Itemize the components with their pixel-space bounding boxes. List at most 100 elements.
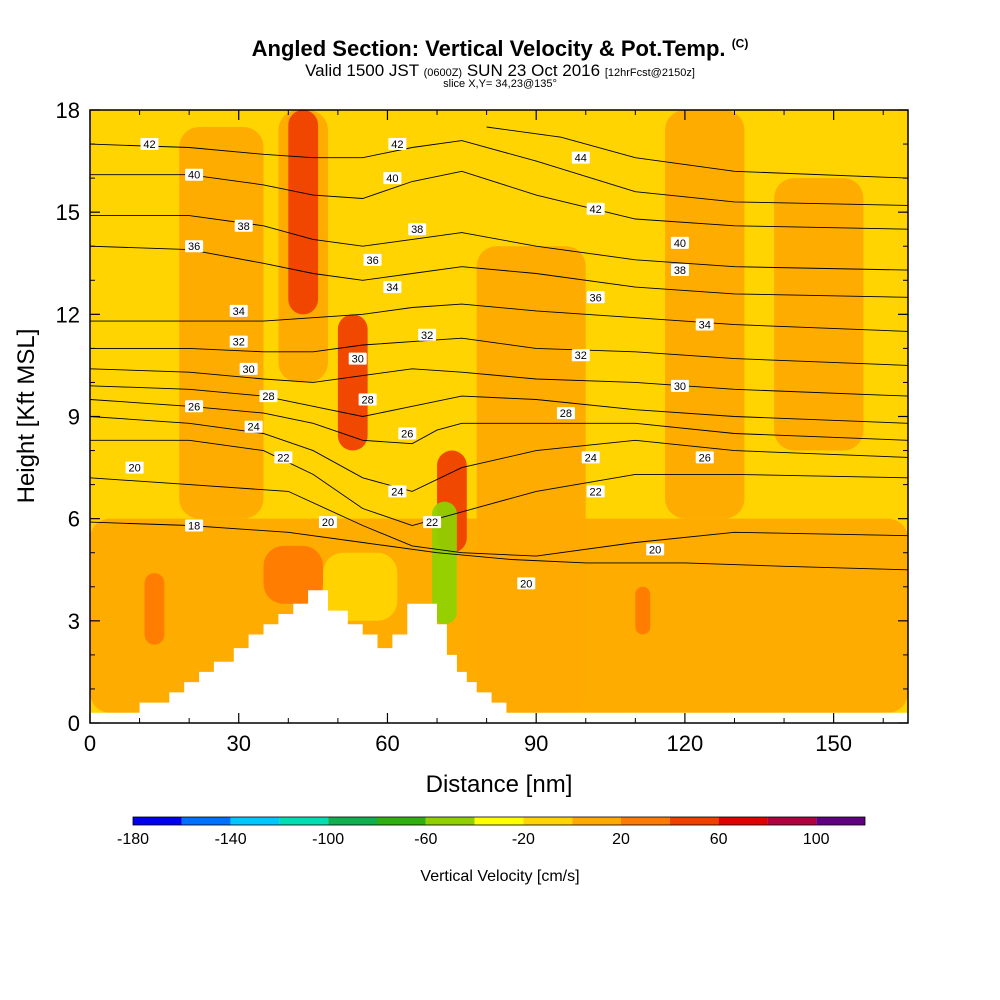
isentrope-label-text: 34 <box>233 306 245 318</box>
isentrope-label-bg <box>586 202 605 215</box>
isentrope-label-bg <box>185 519 204 532</box>
isentrope-label: 32 <box>418 328 437 342</box>
isentrope-label-bg <box>383 281 402 294</box>
isentrope-40 <box>90 170 908 230</box>
isentrope-label-bg <box>229 304 248 317</box>
isentrope-label-text: 22 <box>426 517 438 529</box>
isentrope-label-bg <box>383 172 402 185</box>
isentrope-label: 24 <box>388 485 407 498</box>
isentrope-label-text: 24 <box>391 486 403 498</box>
isentrope-label-bg <box>398 427 417 440</box>
isentrope-label-bg <box>571 151 590 164</box>
chart-subtitle: Valid 1500 JST (0600Z) SUN 23 Oct 2016 [… <box>0 61 1000 81</box>
velocity-region-7 <box>337 314 368 451</box>
isentrope-label-text: 42 <box>143 139 155 151</box>
colorbar-swatch <box>181 817 231 825</box>
isentrope-30 <box>90 368 908 397</box>
isentrope-label-bg <box>423 516 442 529</box>
isentrope-label-text: 40 <box>386 173 398 185</box>
isentrope-label: 20 <box>646 543 665 556</box>
colorbar-swatch <box>377 817 426 825</box>
colorbar-swatch <box>523 817 573 825</box>
isentrope-label-bg <box>388 485 407 498</box>
isentrope-label: 34 <box>383 281 402 294</box>
isentrope-label: 42 <box>388 138 407 151</box>
isentrope-label-bg <box>646 543 665 556</box>
isentrope-label-text: 22 <box>277 452 289 464</box>
isentrope-label-bg <box>670 236 689 249</box>
colorbar-tick-label: -60 <box>414 831 437 848</box>
isentrope-label-text: 36 <box>590 292 602 304</box>
x-tick-label: 150 <box>815 731 852 756</box>
colorbar-tick-label: -180 <box>117 831 149 848</box>
isentrope-label: 42 <box>140 138 159 151</box>
isentrope-label-bg <box>586 485 605 498</box>
isentrope-label-text: 38 <box>238 221 250 233</box>
slice-info: slice X,Y= 34,23@135° <box>443 78 557 90</box>
isentrope-42 <box>90 140 908 206</box>
isentrope-label: 34 <box>695 318 714 332</box>
isentrope-label-bg <box>234 219 253 232</box>
isentrope-label: 26 <box>185 400 204 413</box>
forecast-info: [12hrFcst@2150z] <box>604 67 695 79</box>
isentrope-label-bg <box>274 451 293 464</box>
colorbar-title: Vertical Velocity [cm/s] <box>420 868 579 885</box>
isentrope-label: 28 <box>556 407 575 420</box>
colorbar: -180 -140 -100 -60 -20 20 60 100 <box>117 816 866 848</box>
colorbar-swatch <box>425 817 475 825</box>
isentrope-label-text: 26 <box>699 452 711 464</box>
isentrope-label-bg <box>185 240 204 253</box>
isentrope-label: 18 <box>185 519 204 532</box>
colorbar-swatch <box>328 817 377 825</box>
isentrope-label-text: 38 <box>674 265 686 277</box>
x-tick-label: 90 <box>524 731 548 756</box>
isentrope-label: 44 <box>571 151 590 165</box>
isentrope-label-text: 22 <box>590 486 602 498</box>
isentrope-label: 32 <box>229 335 248 349</box>
isentrope-label-text: 34 <box>699 320 711 332</box>
colorbar-swatch <box>718 817 768 825</box>
colorbar-swatch <box>572 817 621 825</box>
isentrope-18 <box>90 521 908 571</box>
colorbar-swatch <box>816 817 865 825</box>
colorbar-tick-label: -140 <box>215 831 247 848</box>
isentrope-label: 36 <box>363 253 382 267</box>
isentrope-label: 38 <box>670 264 689 277</box>
y-tick-label: 3 <box>68 609 80 634</box>
isentrope-label-bg <box>348 352 367 365</box>
isentrope-label-bg <box>517 577 536 590</box>
isentrope-label-text: 20 <box>649 544 661 556</box>
isentrope-label: 22 <box>586 485 605 498</box>
y-tick-label: 15 <box>56 200 80 225</box>
isentrope-label-bg <box>358 393 377 406</box>
isentrope-label-bg <box>318 516 337 529</box>
colorbar-tick-label: -100 <box>312 831 344 848</box>
y-tick-label: 9 <box>68 405 80 430</box>
isentrope-label: 22 <box>423 516 442 529</box>
isentrope-20 <box>90 477 908 557</box>
terrain <box>90 590 908 723</box>
isentrope-label-text: 28 <box>262 391 274 403</box>
isentrope-label: 26 <box>398 427 417 441</box>
isentrope-label: 28 <box>358 393 377 406</box>
isentrope-label-bg <box>185 168 204 181</box>
isentrope-label-text: 24 <box>585 452 597 464</box>
isentrope-label-text: 36 <box>366 255 378 267</box>
isentrope-label: 20 <box>125 461 144 475</box>
isentrope-label-text: 42 <box>590 204 602 216</box>
isentrope-28 <box>90 385 908 424</box>
isentrope-label: 22 <box>274 451 293 464</box>
isentrope-label: 36 <box>185 240 204 253</box>
y-tick-label: 0 <box>68 711 80 736</box>
isentrope-label: 24 <box>244 420 263 434</box>
velocity-region-10 <box>144 573 165 645</box>
isentrope-label-bg <box>125 461 144 474</box>
velocity-region-3 <box>476 246 586 713</box>
velocity-region-13 <box>332 110 358 281</box>
isentrope-label-bg <box>418 328 437 341</box>
isentrope-32 <box>90 337 908 366</box>
isentrope-label-text: 44 <box>575 153 587 165</box>
isentrope-label: 40 <box>185 168 204 182</box>
isentrope-label-text: 32 <box>421 330 433 342</box>
